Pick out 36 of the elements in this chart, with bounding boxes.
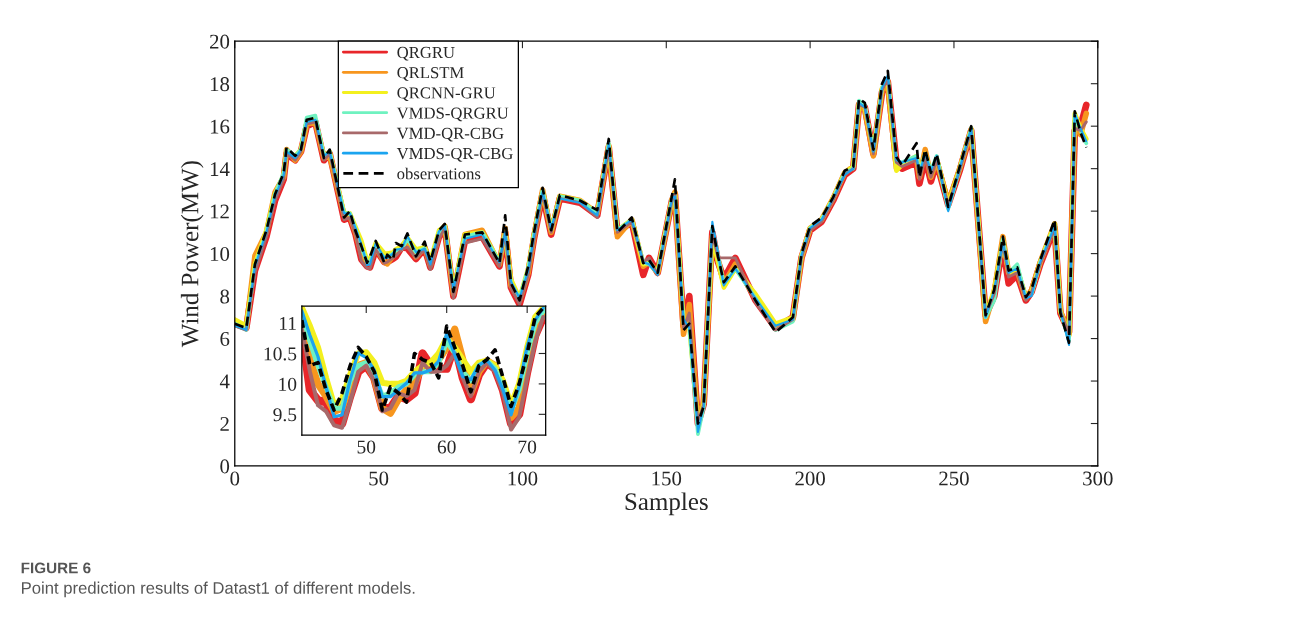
x-tick-label: 200 <box>795 471 825 486</box>
legend-label: QRGRU <box>397 46 455 61</box>
y-tick-label: 20 <box>210 34 230 49</box>
y-tick-label: 2 <box>220 416 229 431</box>
y-axis-title: Wind Power(MW) <box>180 161 204 348</box>
x-tick-label: 60 <box>437 440 456 454</box>
x-tick-label: 150 <box>652 471 682 486</box>
text: Point prediction results of Datast1 of different models. <box>22 581 415 598</box>
y-tick-label: 18 <box>210 77 230 92</box>
x-tick-label: 100 <box>508 471 538 486</box>
x-tick-label: 250 <box>939 471 969 486</box>
x-tick-label: 50 <box>357 440 376 454</box>
legend-label: QRCNN-GRU <box>397 87 496 102</box>
legend-label: QRLSTM <box>397 67 464 81</box>
y-tick-label: 6 <box>220 332 230 346</box>
y-tick-label: 10 <box>279 377 297 391</box>
x-tick-label: 0 <box>230 471 240 486</box>
legend-label: observations <box>397 167 481 180</box>
y-tick-label: 4 <box>219 374 230 389</box>
y-tick-label: 8 <box>220 289 230 304</box>
y-tick-label: 11 <box>279 316 296 330</box>
y-tick-label: 10 <box>210 246 230 262</box>
x-tick-label: 300 <box>1083 471 1113 486</box>
y-tick-label: 12 <box>210 204 229 219</box>
legend-label: VMD-QR-CBG <box>396 127 504 142</box>
x-axis-title: Samples <box>625 492 708 516</box>
y-tick-label: 9.5 <box>273 408 297 422</box>
legend-label: VMDS-QR-CBG <box>396 147 513 162</box>
y-tick-label: 16 <box>210 119 230 134</box>
y-tick-label: 14 <box>210 162 230 176</box>
legend-label: VMDS-QRGRU <box>396 107 509 122</box>
x-tick-label: 50 <box>369 471 389 486</box>
y-tick-label: 0 <box>220 459 230 474</box>
y-tick-label: 10.5 <box>264 347 297 361</box>
caption: FIGURE 6 <box>21 562 91 574</box>
x-tick-label: 70 <box>518 440 537 454</box>
